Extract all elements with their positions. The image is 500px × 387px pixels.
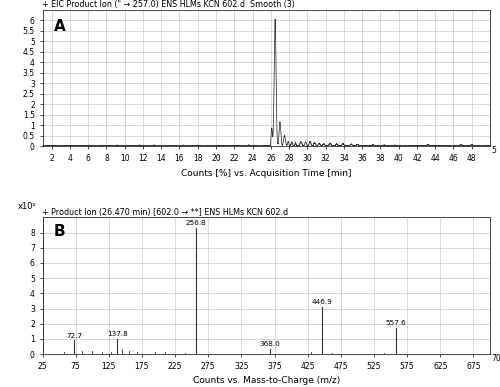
Text: B: B [54,224,66,239]
Text: 5: 5 [492,146,496,155]
Text: 557.6: 557.6 [385,320,406,327]
Text: + EIC Product Ion (" → 257.0) ENS HLMs KCN 602.d  Smooth (3): + EIC Product Ion (" → 257.0) ENS HLMs K… [42,0,296,9]
Text: 70: 70 [492,354,500,363]
Text: x10²: x10² [18,202,36,211]
Text: 446.9: 446.9 [312,299,332,305]
Text: 72.7: 72.7 [66,332,82,339]
Text: A: A [54,19,66,34]
Text: 256.8: 256.8 [186,220,206,226]
X-axis label: Counts [%] vs. Acquisition Time [min]: Counts [%] vs. Acquisition Time [min] [181,169,352,178]
Text: 137.8: 137.8 [107,331,128,337]
X-axis label: Counts vs. Mass-to-Charge (m/z): Counts vs. Mass-to-Charge (m/z) [192,376,340,385]
Text: + Product Ion (26.470 min) [602.0 → **] ENS HLMs KCN 602.d: + Product Ion (26.470 min) [602.0 → **] … [42,208,288,217]
Text: 368.0: 368.0 [260,341,280,347]
